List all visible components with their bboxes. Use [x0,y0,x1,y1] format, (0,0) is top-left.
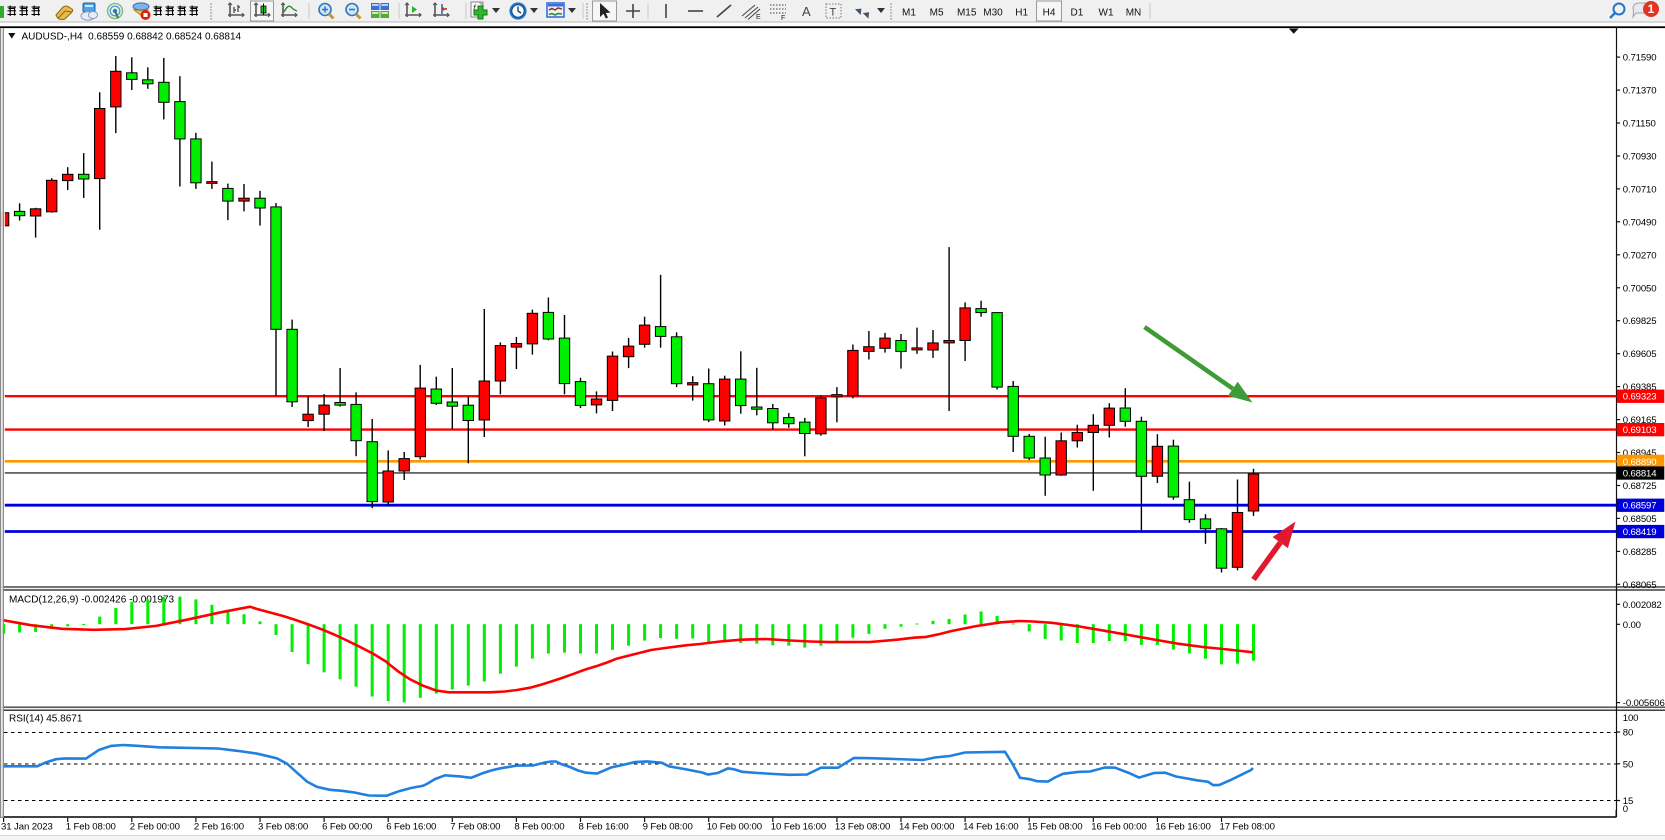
svg-text:0.70270: 0.70270 [1623,250,1657,261]
svg-text:W1: W1 [1099,8,1114,19]
svg-text:0.68065: 0.68065 [1623,580,1657,591]
svg-text:0.70050: 0.70050 [1623,283,1657,294]
svg-text:F: F [781,15,785,22]
svg-text:1 Feb 08:00: 1 Feb 08:00 [66,822,116,833]
svg-text:-0.005606: -0.005606 [1623,698,1665,709]
svg-text:0.68285: 0.68285 [1623,547,1657,558]
svg-text:2 Feb 16:00: 2 Feb 16:00 [194,822,244,833]
svg-text:14 Feb 16:00: 14 Feb 16:00 [963,822,1018,833]
svg-text:6 Feb 16:00: 6 Feb 16:00 [386,822,436,833]
svg-text:0.68814: 0.68814 [1623,469,1657,480]
svg-text:13 Feb 08:00: 13 Feb 08:00 [835,822,890,833]
svg-text:0.71370: 0.71370 [1623,86,1657,97]
svg-text:8 Feb 16:00: 8 Feb 16:00 [579,822,629,833]
svg-text:0.71590: 0.71590 [1623,53,1657,64]
svg-text:15 Feb 08:00: 15 Feb 08:00 [1027,822,1082,833]
svg-text:0.69825: 0.69825 [1623,316,1657,327]
svg-text:14 Feb 00:00: 14 Feb 00:00 [899,822,954,833]
svg-text:16 Feb 16:00: 16 Feb 16:00 [1155,822,1210,833]
svg-text:80: 80 [1623,728,1633,739]
svg-text:0.69165: 0.69165 [1623,415,1657,426]
svg-text:A: A [802,4,811,19]
svg-text:AUDUSD-,H4 0.68559 0.68842 0.: AUDUSD-,H4 0.68559 0.68842 0.68524 0.688… [22,32,242,43]
svg-text:0.68505: 0.68505 [1623,514,1657,525]
svg-text:0.68597: 0.68597 [1623,501,1657,512]
svg-text:10 Feb 00:00: 10 Feb 00:00 [707,822,762,833]
svg-text:2 Feb 00:00: 2 Feb 00:00 [130,822,180,833]
svg-text:M15: M15 [957,8,977,19]
svg-text:10 Feb 16:00: 10 Feb 16:00 [771,822,826,833]
svg-text:15: 15 [1623,796,1633,807]
svg-text:0.00: 0.00 [1623,620,1641,631]
svg-text:M5: M5 [930,8,944,19]
svg-text:E: E [756,14,761,21]
svg-text:H1: H1 [1015,8,1028,19]
svg-text:8 Feb 00:00: 8 Feb 00:00 [514,822,564,833]
svg-text:0.68945: 0.68945 [1623,448,1657,459]
svg-text:M30: M30 [983,8,1003,19]
svg-text:0.68419: 0.68419 [1623,527,1657,538]
svg-text:6 Feb 00:00: 6 Feb 00:00 [322,822,372,833]
svg-text:0.68725: 0.68725 [1623,481,1657,492]
svg-text:T: T [830,7,837,19]
svg-text:RSI(14) 45.8671: RSI(14) 45.8671 [9,714,83,725]
svg-text:M1: M1 [902,8,916,19]
svg-text:D1: D1 [1071,8,1084,19]
svg-text:0.69103: 0.69103 [1623,425,1657,436]
svg-text:MACD(12,26,9) -0.002426 -0.001: MACD(12,26,9) -0.002426 -0.001973 [9,595,175,606]
svg-text:16 Feb 00:00: 16 Feb 00:00 [1091,822,1146,833]
svg-text:9 Feb 08:00: 9 Feb 08:00 [643,822,693,833]
svg-text:0.70490: 0.70490 [1623,217,1657,228]
svg-text:50: 50 [1623,759,1633,770]
svg-text:0: 0 [1623,804,1628,815]
svg-text:f: f [473,3,477,13]
svg-text:0.68890: 0.68890 [1623,457,1657,468]
svg-text:17 Feb 08:00: 17 Feb 08:00 [1220,822,1275,833]
svg-text:0.70930: 0.70930 [1623,152,1657,163]
svg-text:0.69605: 0.69605 [1623,349,1657,360]
svg-text:H4: H4 [1043,8,1056,19]
svg-text:MN: MN [1126,8,1142,19]
svg-text:0.69323: 0.69323 [1623,392,1657,403]
svg-text:1: 1 [1648,2,1655,16]
svg-text:0.71150: 0.71150 [1623,119,1656,130]
svg-text:0.69385: 0.69385 [1623,382,1657,393]
svg-text:7 Feb 08:00: 7 Feb 08:00 [450,822,500,833]
svg-text:0.70710: 0.70710 [1623,184,1657,195]
svg-text:31 Jan 2023: 31 Jan 2023 [1,822,53,833]
svg-text:100: 100 [1623,713,1639,724]
svg-text:3 Feb 08:00: 3 Feb 08:00 [258,822,308,833]
svg-text:0.002082: 0.002082 [1623,600,1662,611]
